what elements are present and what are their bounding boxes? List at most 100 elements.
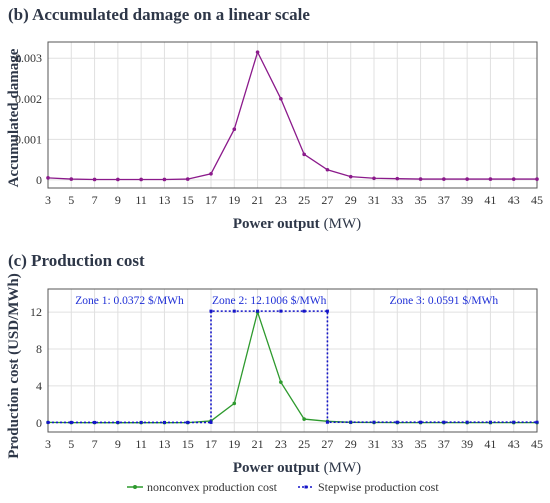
panel-b-y-tick-label: 0	[36, 173, 42, 187]
panel-b-data-point	[116, 177, 120, 182]
panel-c-data-point	[325, 420, 329, 424]
panel-c-x-axis-label: Power output (MW)	[233, 460, 361, 476]
panel-b-x-axis-label: Power output (MW)	[233, 216, 361, 232]
panel-c-x-tick-label: 3	[45, 437, 51, 451]
panel-b-xlabel-main: Power output	[233, 216, 320, 232]
panel-b-x-tick-label: 27	[321, 193, 333, 207]
panel-c-title: (c) Production cost	[8, 251, 145, 270]
panel-c-data-point	[465, 420, 469, 424]
panel-c-data-point	[395, 420, 399, 424]
panel-b-data-point	[418, 177, 423, 181]
panel-b-data-point	[395, 176, 400, 181]
panel-b-x-tick-label: 13	[158, 193, 170, 207]
panel-b-data-point	[535, 177, 539, 181]
panel-b-data-point	[511, 177, 516, 181]
panel-c-xlabel-unit: (MW)	[324, 460, 362, 476]
panel-b-x-tick-label: 7	[92, 193, 98, 207]
panel-c-x-tick-label: 17	[205, 437, 217, 451]
panel-b-x-tick-label: 41	[484, 193, 496, 207]
panel-b-plot-frame	[47, 41, 538, 189]
panel-c-data-point	[419, 420, 423, 424]
panel-b-data-point	[465, 177, 469, 181]
panel-b-y-tick-label: 0.003	[15, 51, 42, 65]
panel-b-chart: 3 5 7 9 11 13 15 17 19 21 23 25 27 29 31 33 35 37 39 41 43 45…	[15, 41, 543, 207]
panel-b-x-tick-label: 31	[368, 193, 380, 207]
panel-c-x-tick-label: 7	[92, 437, 98, 451]
panel-c-data-point	[302, 309, 306, 313]
panel-c-data-point	[279, 380, 283, 384]
panel-c-series-line-nonconvex-production-cost	[47, 309, 537, 424]
panel-b-x-tick-label: 23	[275, 193, 287, 207]
panel-c-data-point	[256, 309, 260, 313]
panel-c-plot-frame	[47, 288, 538, 433]
panel-c-x-tick-label: 9	[115, 437, 121, 451]
panel-b-data-point	[232, 127, 237, 131]
panel-c-data-point	[488, 420, 492, 424]
panel-c-data-point	[116, 420, 120, 424]
panel-c-x-tick-label: 35	[415, 437, 427, 451]
panel-c-chart: 3 5 7 9 11 13 15 17 19 21 23 25 27 29 31 33 35 37 39 41 43 45…	[30, 288, 543, 451]
panel-b-y-tick-label: 0.001	[15, 132, 42, 146]
panel-c-x-tick-label: 15	[182, 437, 194, 451]
panel-c-data-point	[209, 309, 213, 313]
panel-b-data-point	[209, 172, 213, 176]
panel-c-data-point	[372, 420, 376, 424]
panel-c-x-tick-label: 27	[321, 437, 333, 451]
panel-b-x-tick-label: 15	[182, 193, 194, 207]
panel-c-x-tick-label: 11	[135, 437, 147, 451]
panel-c-x-tick-label: 13	[158, 437, 170, 451]
panel-c-data-point	[232, 401, 237, 406]
panel-c-y-axis-label: Production cost (USD/MWh)	[6, 273, 22, 459]
panel-b-data-point	[255, 50, 260, 54]
legend-label: Stepwise production cost	[318, 480, 439, 494]
panel-c-data-point	[186, 420, 190, 424]
panel-b-x-tick-label: 5	[68, 193, 74, 207]
panel-b-data-point	[185, 177, 190, 181]
panel-b-xlabel-unit: (MW)	[324, 216, 362, 232]
legend-marker	[133, 485, 137, 489]
panel-c-y-tick-label: 12	[30, 305, 42, 319]
panel-b-data-point	[139, 177, 143, 182]
panel-b-y-axis-label: Accumulated damage	[6, 48, 22, 187]
panel-b-x-tick-label: 19	[228, 193, 240, 207]
panel-b-data-point	[488, 177, 493, 181]
panel-c-x-tick-label: 39	[461, 437, 473, 451]
legend-label: nonconvex production cost	[147, 480, 278, 494]
panel-c-x-tick-label: 43	[508, 437, 520, 451]
panel-b-data-point	[372, 176, 376, 181]
panel-b-data-point	[162, 177, 167, 182]
panel-c-x-tick-label: 29	[345, 437, 357, 451]
panel-b-x-tick-label: 9	[115, 193, 121, 207]
panel-b-data-point	[302, 152, 306, 157]
panel-b-data-point	[279, 96, 283, 101]
panel-c-data-point	[279, 309, 283, 313]
panel-c-data-point	[162, 420, 166, 424]
panel-c-data-point	[535, 420, 539, 424]
panel-b-data-point	[325, 167, 330, 172]
panel-c-x-tick-label: 25	[298, 437, 310, 451]
panel-b-x-tick-label: 25	[298, 193, 310, 207]
panel-c-zone-annotation: Zone 2: 12.1006 $/MWh	[212, 294, 327, 307]
panel-c-x-tick-label: 19	[228, 437, 240, 451]
panel-b-x-tick-label: 3	[45, 193, 51, 207]
panel-c-x-tick-label: 45	[531, 437, 543, 451]
panel-b-data-point	[69, 177, 74, 181]
panel-c-x-tick-label: 41	[484, 437, 496, 451]
panel-c-data-point	[349, 420, 353, 424]
panel-b-x-tick-label: 11	[135, 193, 147, 207]
panel-b-x-tick-label: 39	[461, 193, 473, 207]
panel-c-data-point	[302, 417, 306, 421]
panel-c-series-line-stepwise-production-cost	[48, 310, 537, 424]
panel-c-data-point	[209, 420, 213, 424]
panel-b-x-tick-label: 35	[415, 193, 427, 207]
panel-b-data-point	[442, 177, 446, 181]
panel-c-data-point	[325, 309, 329, 313]
legend: nonconvex production cost Stepwise produc…	[127, 480, 439, 494]
panel-c-data-point	[232, 309, 236, 313]
panel-b-x-tick-label: 43	[508, 193, 520, 207]
panel-c-xlabel-main: Power output	[233, 460, 320, 476]
panel-c-y-tick-label: 4	[36, 379, 42, 393]
panel-c-data-point	[93, 420, 97, 424]
panel-b-x-tick-label: 33	[391, 193, 403, 207]
